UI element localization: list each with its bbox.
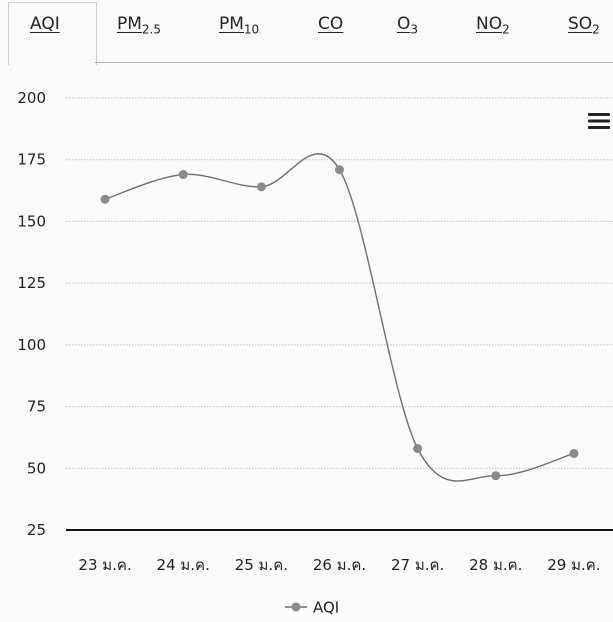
y-tick-label: 175 [17,151,46,169]
data-point-5[interactable] [413,444,423,454]
x-tick-label: 27 ม.ค. [391,556,444,574]
tab-bar-border [95,62,613,63]
tab-so2[interactable]: SO2 [568,14,600,37]
active-tab-box [8,2,97,65]
x-tick-label: 24 ม.ค. [157,556,210,574]
tab-pm10[interactable]: PM10 [219,14,260,37]
y-tick-label: 200 [17,89,46,107]
x-tick-label: 25 ม.ค. [235,556,288,574]
tab-aqi[interactable]: AQI [30,14,60,34]
legend-marker [291,602,301,612]
chart-legend[interactable]: AQI [285,599,339,617]
data-point-7[interactable] [569,448,579,458]
tab-co[interactable]: CO [318,14,344,34]
y-tick-label: 75 [27,398,46,416]
x-tick-label: 23 ม.ค. [78,556,131,574]
tab-o3[interactable]: O3 [397,14,419,37]
y-tick-label: 100 [17,336,46,354]
tab-no2[interactable]: NO2 [476,14,510,37]
x-tick-label: 26 ม.ค. [313,556,366,574]
data-point-1[interactable] [100,194,110,204]
tab-pm25[interactable]: PM2.5 [117,14,162,37]
y-tick-label: 25 [27,521,46,539]
data-point-6[interactable] [491,471,501,481]
series-line-aqi [104,153,575,482]
pollutant-tabs: AQI PM2.5 PM10 CO O3 NO2 SO2 [0,0,613,65]
hamburger-menu-icon[interactable] [588,113,610,129]
y-tick-label: 150 [17,212,46,230]
x-tick-label: 28 ม.ค. [469,556,522,574]
x-tick-label: 29 ม.ค. [547,556,600,574]
data-point-4[interactable] [335,165,344,175]
data-point-2[interactable] [178,170,188,180]
data-point-3[interactable] [256,182,266,192]
y-tick-label: 125 [17,274,46,292]
legend-label-aqi: AQI [313,599,339,617]
y-tick-label: 50 [27,459,46,477]
